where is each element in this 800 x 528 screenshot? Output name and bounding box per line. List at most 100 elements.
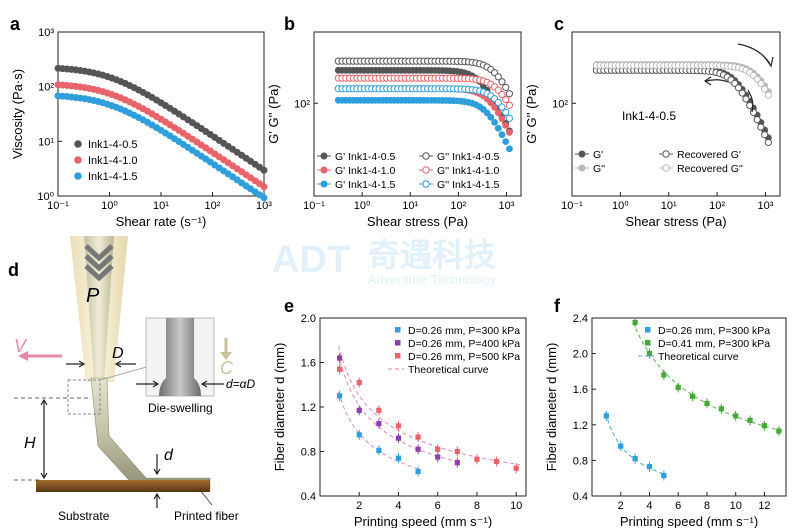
series-0 bbox=[603, 410, 667, 481]
x-tick-label: 10⁻¹ bbox=[561, 200, 583, 212]
data-point bbox=[502, 95, 510, 104]
y-tick-label: 1.6 bbox=[301, 358, 316, 370]
data-point bbox=[689, 393, 696, 399]
series-1 bbox=[592, 66, 772, 147]
d-eq-label: d=αD bbox=[226, 377, 256, 391]
data-point bbox=[733, 413, 739, 419]
data-point bbox=[415, 468, 421, 475]
data-point bbox=[415, 434, 421, 440]
x-axis-label: Shear stress (Pa) bbox=[367, 214, 468, 229]
y-tick-label: 1.2 bbox=[301, 402, 316, 414]
data-point bbox=[632, 456, 638, 462]
series-3 bbox=[592, 61, 772, 99]
x-tick-label: 12 bbox=[758, 500, 770, 512]
data-point bbox=[454, 448, 460, 455]
data-point bbox=[498, 131, 506, 139]
c-label: C bbox=[220, 358, 234, 378]
legend-label: D=0.26 mm, P=400 kPa bbox=[408, 338, 520, 350]
data-point bbox=[260, 183, 268, 191]
legend-marker bbox=[395, 327, 401, 333]
x-tick-label: 10³ bbox=[256, 200, 272, 212]
x-tick-label: 4 bbox=[395, 500, 401, 512]
legend-label: Ink1-4-0.5 bbox=[88, 139, 138, 151]
data-point bbox=[491, 103, 498, 111]
data-point bbox=[603, 413, 609, 419]
y-tick-label: 10² bbox=[552, 98, 568, 110]
data-point bbox=[337, 393, 343, 399]
x-tick-label: 10² bbox=[450, 200, 466, 212]
data-point bbox=[704, 400, 710, 407]
annotation: Ink1-4-0.5 bbox=[622, 109, 676, 123]
legend-label: D=0.26 mm, P=300 kPa bbox=[658, 325, 770, 337]
data-point bbox=[498, 90, 506, 99]
x-tick-label: 10³ bbox=[499, 200, 515, 212]
data-point bbox=[761, 85, 769, 93]
data-point bbox=[502, 138, 510, 145]
data-point bbox=[776, 428, 782, 434]
data-point bbox=[505, 101, 514, 109]
theoretical-curve bbox=[338, 392, 421, 471]
legend-marker bbox=[74, 172, 82, 180]
legend-marker bbox=[662, 150, 670, 158]
series-2 bbox=[54, 92, 268, 202]
data-point bbox=[494, 73, 502, 81]
watermark-cn: 奇遇科技 bbox=[368, 237, 496, 273]
theoretical-curve bbox=[605, 412, 666, 475]
data-point bbox=[376, 421, 382, 427]
data-point bbox=[506, 129, 513, 136]
die-swelling-label: Die-swelling bbox=[148, 401, 213, 415]
panel-label-f: f bbox=[554, 296, 561, 316]
panel-label-b: b bbox=[284, 14, 295, 34]
data-point bbox=[632, 319, 638, 326]
data-point bbox=[474, 456, 480, 462]
data-point bbox=[395, 435, 402, 441]
y-tick-label: 0.8 bbox=[301, 447, 316, 459]
y-tick-label: 10² bbox=[38, 82, 54, 94]
data-point bbox=[356, 379, 362, 386]
data-point bbox=[618, 443, 624, 449]
data-point bbox=[493, 458, 500, 465]
series-4 bbox=[334, 96, 513, 153]
legend-marker bbox=[320, 180, 328, 188]
legend-marker bbox=[74, 156, 82, 164]
data-point bbox=[753, 75, 761, 83]
legend-marker bbox=[320, 152, 328, 160]
data-point bbox=[757, 80, 765, 88]
x-tick-label: 4 bbox=[646, 500, 652, 512]
legend-label: Recovered G'' bbox=[677, 163, 743, 175]
p-label: P bbox=[86, 285, 100, 307]
x-tick-label: 10¹ bbox=[153, 200, 169, 212]
panel-label-c: c bbox=[554, 14, 564, 34]
legend-marker bbox=[395, 353, 401, 359]
x-tick-label: 8 bbox=[474, 500, 480, 512]
x-tick-label: 10⁰ bbox=[612, 200, 629, 212]
legend-label: Recovered G' bbox=[677, 149, 741, 161]
plot-frame bbox=[313, 31, 522, 197]
data-point bbox=[356, 432, 362, 438]
series-0 bbox=[54, 64, 268, 174]
data-point bbox=[494, 109, 502, 117]
data-point bbox=[502, 108, 510, 116]
y-tick-label: 1.2 bbox=[573, 420, 588, 432]
x-tick-label: 2 bbox=[356, 500, 362, 512]
legend-marker bbox=[578, 150, 586, 158]
data-point bbox=[454, 460, 460, 466]
y-tick-label: 1.6 bbox=[573, 384, 588, 396]
x-tick-label: 10³ bbox=[757, 200, 773, 212]
watermark-logo: ADT bbox=[272, 239, 350, 281]
y-tick-label: 10⁰ bbox=[37, 191, 54, 203]
data-point bbox=[376, 447, 382, 453]
y-tick-label: 2.0 bbox=[301, 313, 316, 325]
x-tick-label: 2 bbox=[618, 500, 624, 512]
x-tick-label: 10⁰ bbox=[354, 200, 371, 212]
x-axis-label: Printing speed (mm s⁻¹) bbox=[354, 514, 492, 528]
x-tick-label: 6 bbox=[675, 500, 681, 512]
data-point bbox=[498, 103, 506, 111]
legend-marker bbox=[422, 166, 430, 174]
legend-label: G' Ink1-4-1.0 bbox=[335, 165, 396, 177]
data-point bbox=[502, 83, 510, 91]
data-point bbox=[749, 108, 758, 116]
legend-marker bbox=[662, 164, 670, 172]
plot-frame bbox=[591, 317, 787, 497]
